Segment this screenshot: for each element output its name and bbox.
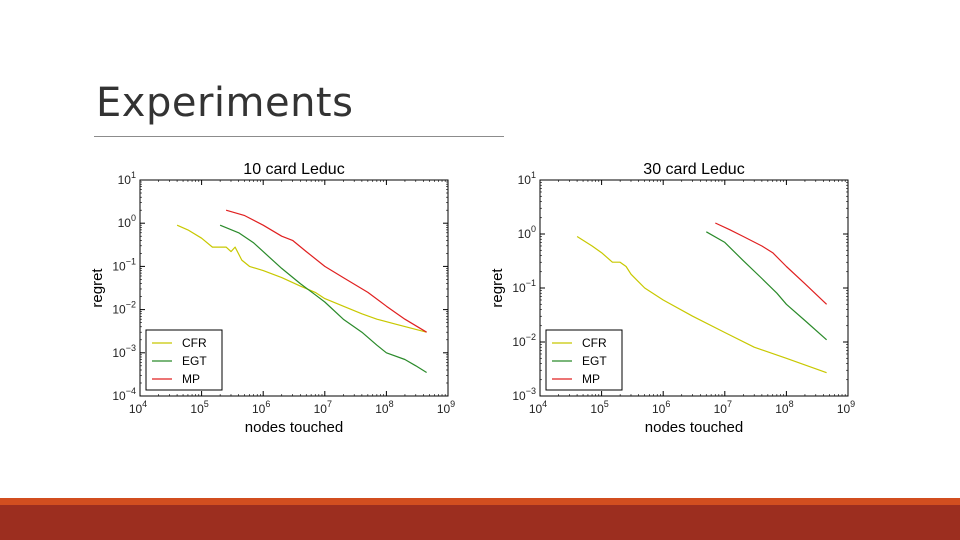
y-tick-label: 101	[118, 170, 136, 187]
footer-band	[0, 505, 960, 540]
title-divider	[94, 136, 504, 137]
series-line-mp	[225, 209, 427, 333]
x-tick-label: 104	[129, 399, 147, 416]
series-line-mp	[715, 222, 828, 305]
chart-10-card-leduc: 10 card Leduc 104 105 106 107 108 109 101 100 10−…	[89, 161, 455, 436]
y-tick-label: 100	[118, 213, 136, 230]
x-tick-label: 106	[652, 399, 670, 416]
legend-box	[545, 329, 623, 391]
y-tick-label: 10−1	[112, 256, 136, 273]
series-line-cfr	[176, 224, 427, 333]
x-tick-label: 104	[529, 399, 547, 416]
y-tick-label: 10−4	[112, 386, 136, 403]
x-tick-label: 105	[590, 399, 608, 416]
series-line-egt	[706, 231, 827, 341]
y-tick-label: 101	[518, 170, 536, 187]
y-axis-label: regret	[489, 268, 506, 308]
y-tick-label: 10−3	[512, 386, 536, 403]
series-line-cfr	[576, 235, 827, 374]
y-tick-label: 10−2	[112, 300, 136, 317]
legend-label-cfr: CFR	[582, 336, 607, 350]
x-tick-label: 109	[437, 399, 455, 416]
x-tick-label: 108	[775, 399, 793, 416]
x-tick-label: 107	[714, 399, 732, 416]
x-tick-label: 109	[837, 399, 855, 416]
x-axis-label: nodes touched	[645, 419, 743, 436]
legend-label-egt: EGT	[582, 354, 607, 368]
y-axis-label: regret	[89, 268, 106, 308]
chart-30-card-leduc: 30 card Leduc 104 105 106 107 108 109 101 100 10−…	[489, 161, 855, 436]
slide-title: Experiments	[96, 80, 354, 126]
x-axis-label: nodes touched	[245, 419, 343, 436]
x-tick-label: 108	[375, 399, 393, 416]
legend-box	[145, 329, 223, 391]
footer-accent-stripe	[0, 498, 960, 505]
legend-label-egt: EGT	[182, 354, 207, 368]
x-tick-label: 107	[314, 399, 332, 416]
legend-label-mp: MP	[582, 372, 600, 386]
x-tick-label: 106	[252, 399, 270, 416]
chart-title: 30 card Leduc	[643, 161, 744, 178]
chart-title: 10 card Leduc	[243, 161, 344, 178]
legend-label-mp: MP	[182, 372, 200, 386]
series-line-egt	[219, 224, 427, 374]
y-tick-label: 10−3	[112, 343, 136, 360]
plot-frame	[139, 179, 449, 397]
x-tick-label: 105	[190, 399, 208, 416]
y-tick-label: 100	[518, 224, 536, 241]
legend-label-cfr: CFR	[182, 336, 207, 350]
y-tick-label: 10−2	[512, 332, 536, 349]
y-tick-label: 10−1	[512, 278, 536, 295]
